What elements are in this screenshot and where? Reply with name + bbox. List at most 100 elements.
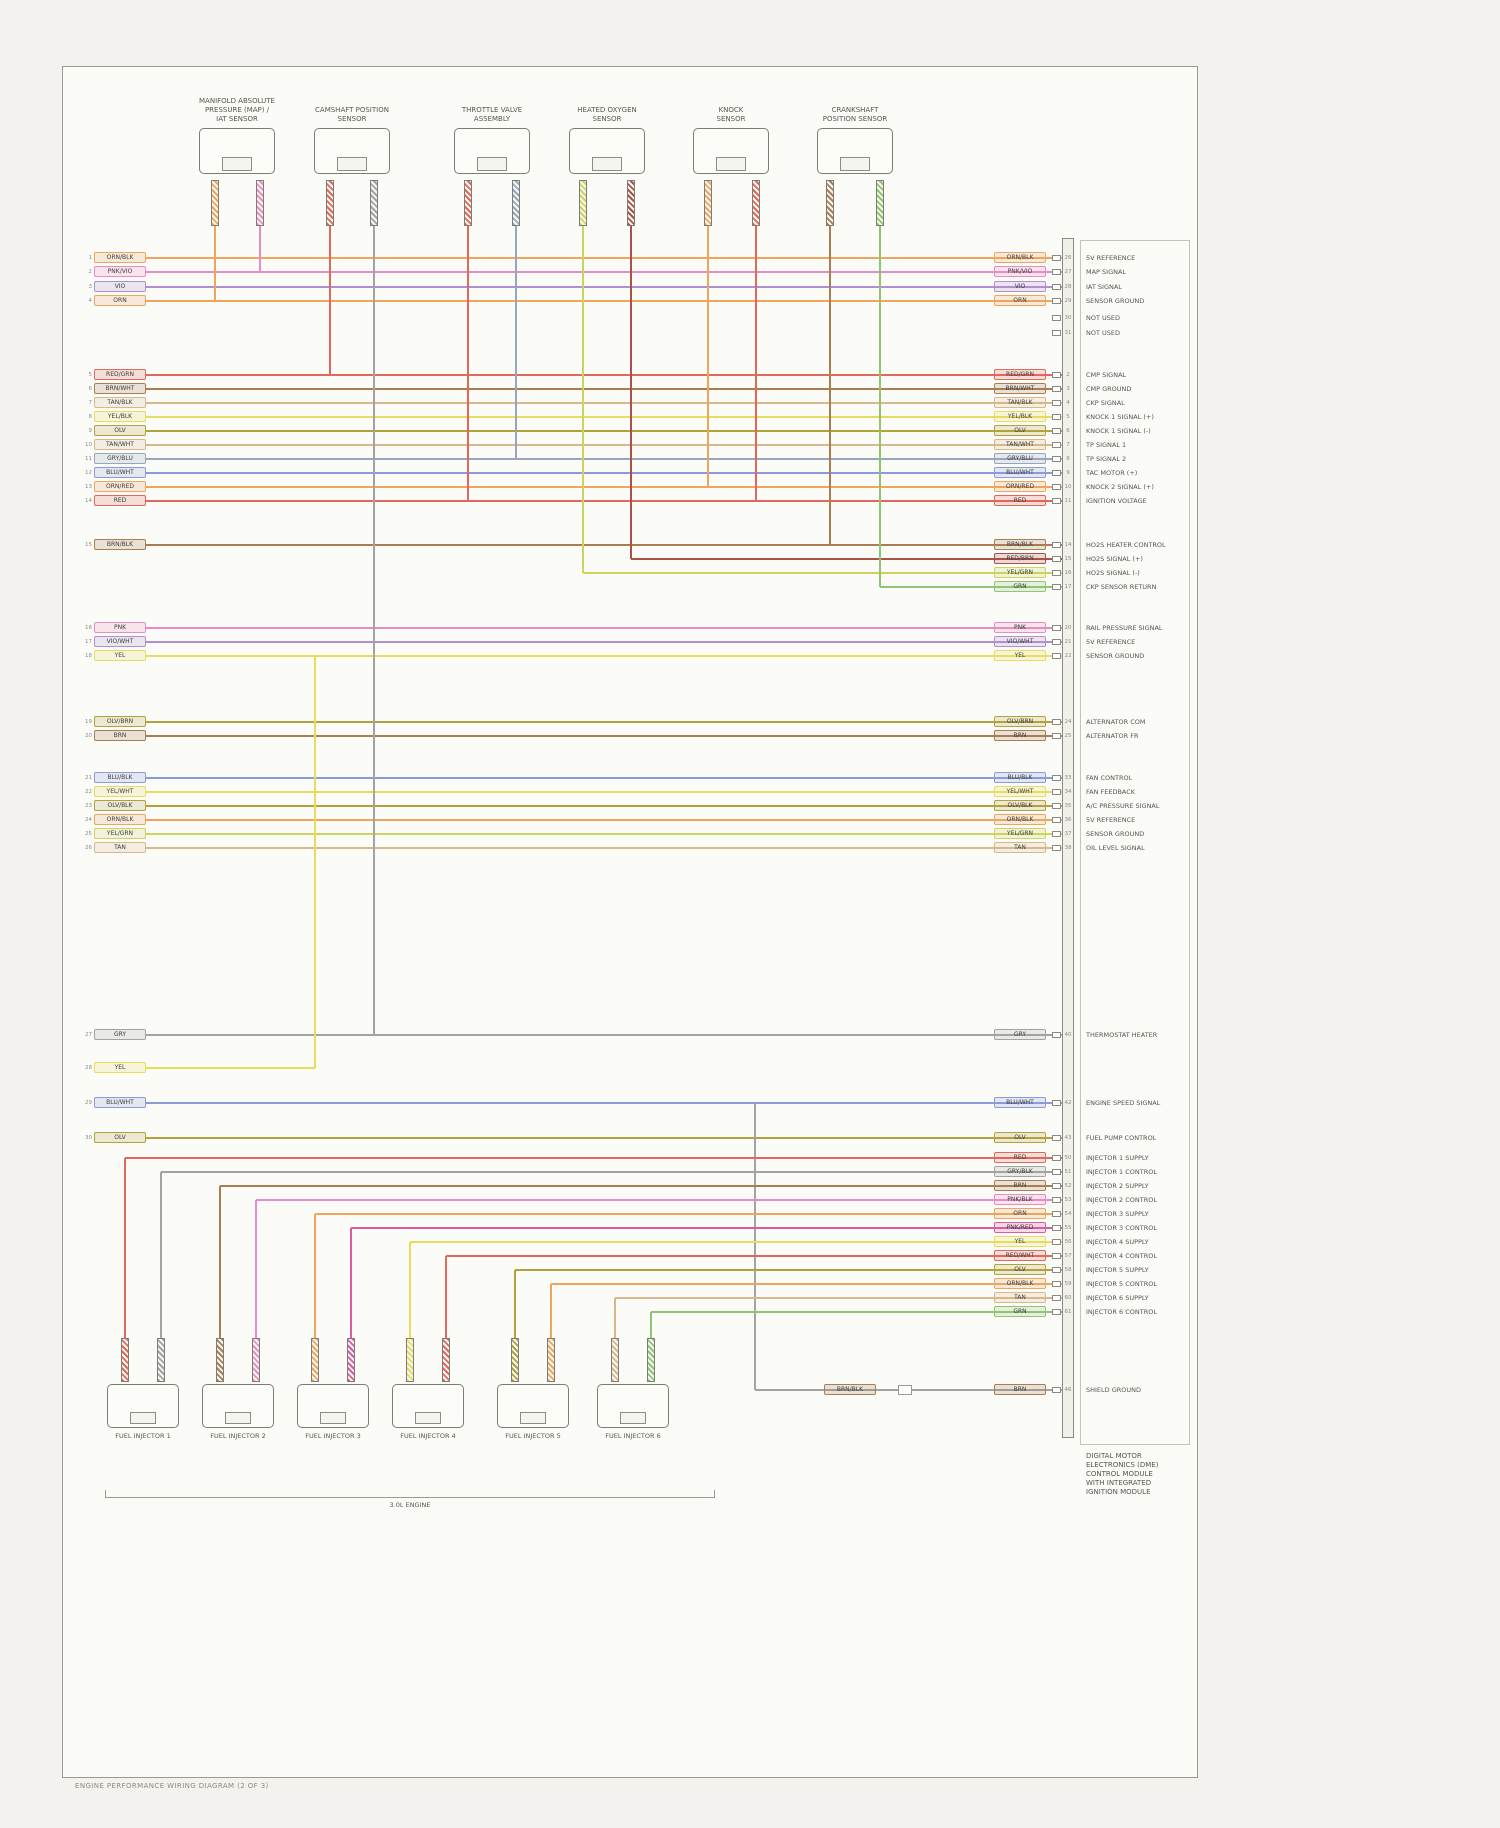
wire-color-label: BRN/WHT bbox=[94, 383, 146, 394]
pin-number: 26 bbox=[1064, 255, 1072, 261]
wire-color-label: VIO bbox=[994, 281, 1046, 292]
component-face bbox=[337, 157, 367, 171]
wire-color-label: OLV bbox=[94, 425, 146, 436]
pin-number: 29 bbox=[1064, 298, 1072, 304]
wire-segment bbox=[146, 257, 1062, 259]
wire-segment bbox=[146, 735, 1062, 737]
wire-color-label: VIO/WHT bbox=[994, 636, 1046, 647]
connector-pin bbox=[157, 1338, 165, 1382]
pin-description: INJECTOR 3 SUPPLY bbox=[1086, 1210, 1149, 1218]
wire-color-label: YEL/GRN bbox=[994, 828, 1046, 839]
wire-segment bbox=[146, 1067, 315, 1069]
wire-color-label: TAN bbox=[994, 842, 1046, 853]
wire-color-label: BLU/WHT bbox=[994, 467, 1046, 478]
pin-number: 5 bbox=[1066, 414, 1070, 420]
wire-segment bbox=[259, 226, 261, 272]
wire-color-label: PNK/BLK bbox=[994, 1194, 1046, 1205]
pin-number: 42 bbox=[1064, 1100, 1072, 1106]
wire-color-label: ORN bbox=[994, 1208, 1046, 1219]
wire-color-label: BRN bbox=[994, 1384, 1046, 1395]
pin-number: 33 bbox=[1064, 775, 1072, 781]
wire-color-label: RED/WHT bbox=[994, 1250, 1046, 1261]
injector-face bbox=[415, 1412, 441, 1424]
row-number: 3 bbox=[88, 284, 93, 290]
injector-label: FUEL INJECTOR 3 bbox=[305, 1432, 361, 1440]
wire-segment bbox=[707, 226, 709, 487]
wire-segment bbox=[630, 226, 632, 559]
pin-number: 51 bbox=[1064, 1169, 1072, 1175]
wire-segment bbox=[650, 1312, 652, 1338]
wire-color-label: GRY/BLU bbox=[94, 453, 146, 464]
bus-pin bbox=[1052, 372, 1061, 378]
connector-pin bbox=[256, 180, 264, 226]
wire-segment bbox=[146, 388, 1062, 390]
row-number: 7 bbox=[88, 400, 93, 406]
wire-segment bbox=[350, 1228, 352, 1338]
wire-segment bbox=[146, 458, 1062, 460]
connector-pin bbox=[347, 1338, 355, 1382]
bus-pin bbox=[1052, 1169, 1061, 1175]
component-label: CAMSHAFT POSITION bbox=[315, 106, 389, 114]
bus-pin bbox=[1052, 1281, 1061, 1287]
wire-segment bbox=[146, 500, 1062, 502]
connector-pin bbox=[826, 180, 834, 226]
wire-segment bbox=[754, 1103, 756, 1390]
component-label: KNOCK bbox=[718, 106, 744, 114]
connector-pin bbox=[512, 180, 520, 226]
wire-color-label: ORN/BLK bbox=[94, 252, 146, 263]
wire-color-label: TAN/BLK bbox=[994, 397, 1046, 408]
wire-segment bbox=[445, 1256, 447, 1338]
bus-pin bbox=[1052, 255, 1061, 261]
pin-description: 5V REFERENCE bbox=[1086, 638, 1136, 646]
wire-color-label: YEL bbox=[994, 650, 1046, 661]
pin-number: 35 bbox=[1064, 803, 1072, 809]
wire-color-label: YEL/BLK bbox=[994, 411, 1046, 422]
injector-face bbox=[130, 1412, 156, 1424]
wire-color-label: RED bbox=[94, 495, 146, 506]
wire-color-label: OLV/BRN bbox=[94, 716, 146, 727]
bus-pin bbox=[1052, 584, 1061, 590]
pin-number: 40 bbox=[1064, 1032, 1072, 1038]
pin-number: 30 bbox=[1064, 315, 1072, 321]
pin-description: FAN CONTROL bbox=[1086, 774, 1133, 782]
row-number: 25 bbox=[85, 831, 92, 837]
wire-segment bbox=[515, 1269, 1062, 1271]
wire-segment bbox=[146, 777, 1062, 779]
wire-segment bbox=[514, 1270, 516, 1338]
wire-segment bbox=[146, 641, 1062, 643]
wire-color-label: ORN/BLK bbox=[994, 1278, 1046, 1289]
pin-description: FAN FEEDBACK bbox=[1086, 788, 1136, 796]
connector-pin bbox=[876, 180, 884, 226]
bus-pin bbox=[1052, 1155, 1061, 1161]
pin-description: CMP SIGNAL bbox=[1086, 371, 1127, 379]
wire-color-label: PNK bbox=[994, 622, 1046, 633]
wire-segment bbox=[146, 1034, 1062, 1036]
pin-number: 59 bbox=[1064, 1281, 1072, 1287]
wire-color-label: PNK/VIO bbox=[94, 266, 146, 277]
component-box bbox=[454, 128, 530, 174]
connector-pin bbox=[464, 180, 472, 226]
bus-pin bbox=[1052, 570, 1061, 576]
pin-description: RAIL PRESSURE SIGNAL bbox=[1086, 624, 1163, 632]
bus-pin bbox=[1052, 269, 1061, 275]
pin-number: 38 bbox=[1064, 845, 1072, 851]
pin-description: SHIELD GROUND bbox=[1086, 1386, 1142, 1394]
wire-color-label: YEL/WHT bbox=[994, 786, 1046, 797]
wire-color-label: OLV bbox=[994, 1264, 1046, 1275]
connector-pin bbox=[406, 1338, 414, 1382]
wire-color-label: YEL/GRN bbox=[94, 828, 146, 839]
bus-pin bbox=[1052, 1100, 1061, 1106]
connector-pin bbox=[647, 1338, 655, 1382]
wire-color-label: OLV bbox=[994, 425, 1046, 436]
wire-segment bbox=[146, 374, 1062, 376]
pin-description: MAP SIGNAL bbox=[1086, 268, 1127, 276]
wire-color-label: RED bbox=[994, 495, 1046, 506]
injector-label: FUEL INJECTOR 5 bbox=[505, 1432, 561, 1440]
pin-description: INJECTOR 2 CONTROL bbox=[1086, 1196, 1157, 1204]
row-number: 8 bbox=[88, 414, 93, 420]
bus-pin bbox=[1052, 803, 1061, 809]
bus-pin bbox=[1052, 1309, 1061, 1315]
bracket-line bbox=[105, 1497, 715, 1498]
connector-pin bbox=[752, 180, 760, 226]
